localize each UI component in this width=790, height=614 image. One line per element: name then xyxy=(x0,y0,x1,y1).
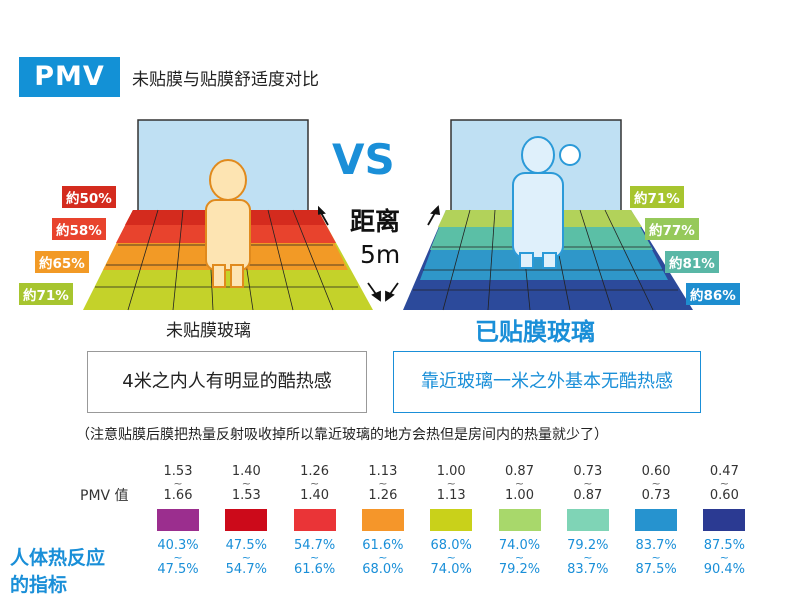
response-range-tilde: ~ xyxy=(651,551,661,564)
response-range-tilde: ~ xyxy=(514,551,525,564)
response-label-line-1: 人体热反应 xyxy=(10,547,106,569)
response-range-tilde: ~ xyxy=(719,551,729,564)
response-range-high: 74.0% xyxy=(430,562,472,577)
pmv-range-low: 1.53 xyxy=(231,488,261,503)
color-swatch xyxy=(566,509,609,531)
legend-column: 1.53 ~1.66 40.3% ~47.5% xyxy=(148,465,208,577)
pmv-range-high: 0.47 xyxy=(709,464,739,479)
color-swatch xyxy=(635,509,678,531)
response-range-high: 61.6% xyxy=(293,562,336,577)
response-range-low: 54.7% xyxy=(293,538,336,553)
pmv-range-low: 0.87 xyxy=(573,488,603,503)
legend-column: 1.26 ~1.40 54.7% ~61.6% xyxy=(285,465,345,577)
response-range-high: 68.0% xyxy=(362,562,404,577)
response-range-low: 83.7% xyxy=(635,538,677,553)
pmv-range-low: 1.40 xyxy=(300,488,330,503)
response-range-low: 47.5% xyxy=(225,538,267,553)
pmv-range-low: 1.00 xyxy=(505,488,534,503)
response-range-high: 90.4% xyxy=(703,562,746,577)
response-range-high: 83.7% xyxy=(567,562,609,577)
response-row-label: 人体热反应 的指标 xyxy=(10,545,105,599)
legend-column: 0.87 ~1.00 74.0% ~79.2% xyxy=(490,465,550,577)
response-range-low: 74.0% xyxy=(498,538,541,553)
pmv-row-label: PMV 值 xyxy=(80,488,129,504)
response-range-tilde: ~ xyxy=(583,551,593,564)
color-swatch xyxy=(703,509,746,531)
pmv-range-high: 1.53 xyxy=(163,464,193,479)
pmv-range-high: 0.87 xyxy=(505,464,534,479)
right-badge-1: 約71% xyxy=(630,186,684,208)
pmv-range-low: 0.73 xyxy=(641,488,671,503)
color-swatch xyxy=(157,509,199,531)
pmv-range-high: 0.73 xyxy=(573,464,603,479)
pmv-range-low: 1.66 xyxy=(163,488,193,503)
pmv-range-tilde: ~ xyxy=(651,477,661,490)
pmv-range-tilde: ~ xyxy=(719,477,729,490)
distance-arrows xyxy=(318,205,441,302)
pmv-range-tilde: ~ xyxy=(514,477,525,490)
pmv-range-high: 1.00 xyxy=(436,464,466,479)
response-range-tilde: ~ xyxy=(378,551,388,564)
response-range-high: 87.5% xyxy=(635,562,677,577)
color-swatch xyxy=(430,509,473,531)
color-swatch xyxy=(361,509,404,531)
right-badge-4: 約86% xyxy=(686,283,740,305)
left-room-illustration xyxy=(83,119,373,311)
right-badge-2: 約77% xyxy=(645,218,699,240)
color-swatch xyxy=(293,509,336,531)
legend-column: 1.13 ~1.26 61.6% ~68.0% xyxy=(353,465,413,577)
right-badge-3: 約81% xyxy=(665,251,719,273)
response-range-tilde: ~ xyxy=(309,551,320,564)
response-range-low: 61.6% xyxy=(362,538,404,553)
pmv-badge: PMV xyxy=(19,57,120,97)
pmv-range-high: 0.60 xyxy=(641,464,671,479)
pmv-range-low: 1.26 xyxy=(368,488,398,503)
cool-person-figure xyxy=(512,136,581,269)
pmv-range-tilde: ~ xyxy=(309,477,320,490)
page-subtitle: 未贴膜与贴膜舒适度对比 xyxy=(132,70,319,90)
right-room-illustration xyxy=(403,119,693,311)
response-range-low: 79.2% xyxy=(567,538,609,553)
left-panel-label: 未贴膜玻璃 xyxy=(166,321,251,341)
pmv-range-low: 0.60 xyxy=(709,488,739,503)
color-swatch xyxy=(498,509,541,531)
response-range-low: 40.3% xyxy=(157,538,199,553)
pmv-range-tilde: ~ xyxy=(446,477,456,490)
right-panel-label: 已贴膜玻璃 xyxy=(475,318,595,346)
left-description-box: 4米之内人有明显的酷热感 xyxy=(87,351,367,413)
response-label-line-2: 的指标 xyxy=(10,574,68,596)
distance-label: 距离 xyxy=(350,207,401,236)
left-badge-3: 約65% xyxy=(35,251,89,273)
response-range-high: 47.5% xyxy=(157,562,199,577)
response-range-low: 68.0% xyxy=(430,538,472,553)
pmv-range-high: 1.26 xyxy=(300,464,330,479)
distance-value: 5m xyxy=(360,240,401,269)
response-range-low: 87.5% xyxy=(703,538,746,553)
response-range-tilde: ~ xyxy=(446,551,456,564)
pmv-range-tilde: ~ xyxy=(583,477,593,490)
pmv-range-tilde: ~ xyxy=(378,477,388,490)
vs-label: VS xyxy=(332,135,395,184)
left-badge-1: 約50% xyxy=(62,186,116,208)
pmv-range-high: 1.40 xyxy=(231,464,261,479)
hot-person-figure xyxy=(205,159,251,288)
color-swatch xyxy=(225,509,268,531)
left-badge-2: 約58% xyxy=(52,218,106,240)
pmv-range-high: 1.13 xyxy=(368,464,398,479)
pmv-range-tilde: ~ xyxy=(173,477,183,490)
legend-column: 1.00 ~1.13 68.0% ~74.0% xyxy=(421,465,481,577)
note-text: （注意贴膜后膜把热量反射吸收掉所以靠近玻璃的地方会热但是房间内的热量就少了） xyxy=(76,427,608,443)
left-badge-4: 約71% xyxy=(19,283,73,305)
pmv-range-low: 1.13 xyxy=(436,488,466,503)
response-range-high: 79.2% xyxy=(498,562,541,577)
legend-column: 1.40 ~1.53 47.5% ~54.7% xyxy=(216,465,276,577)
legend-column: 0.60 ~0.73 83.7% ~87.5% xyxy=(626,465,686,577)
response-range-tilde: ~ xyxy=(173,551,183,564)
legend-column: 0.47 ~0.60 87.5% ~90.4% xyxy=(694,465,754,577)
response-range-tilde: ~ xyxy=(241,551,251,564)
response-range-high: 54.7% xyxy=(225,562,267,577)
legend-column: 0.73 ~0.87 79.2% ~83.7% xyxy=(558,465,618,577)
right-description-box: 靠近玻璃一米之外基本无酷热感 xyxy=(393,351,701,413)
pmv-range-tilde: ~ xyxy=(241,477,251,490)
